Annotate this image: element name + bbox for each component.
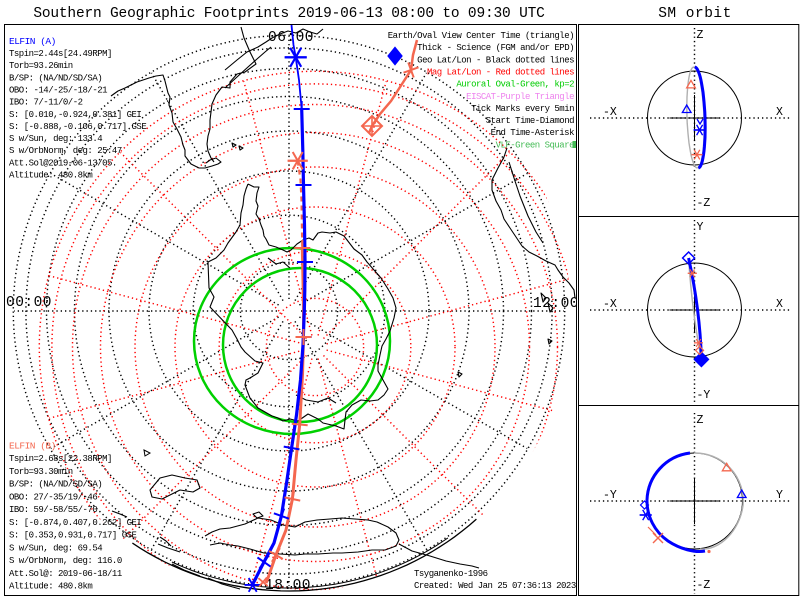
svg-text:B/SP: (NA/ND/SD/SA): B/SP: (NA/ND/SD/SA)	[9, 480, 102, 490]
svg-text:Southern Geographic Footprints: Southern Geographic Footprints 2019-06-1…	[33, 6, 545, 22]
svg-text:-Z: -Z	[697, 197, 711, 210]
svg-text:Tsyganenko-1996: Tsyganenko-1996	[414, 569, 488, 579]
svg-text:Y: Y	[697, 221, 704, 234]
svg-text:Att.Sol@2019-06-13/05.: Att.Sol@2019-06-13/05.	[9, 158, 117, 168]
svg-text:S: [-0.888,-0.106,0.717] GSE: S: [-0.888,-0.106,0.717] GSE	[9, 122, 146, 132]
svg-text:18:00: 18:00	[265, 578, 311, 594]
svg-text:VLF-Green Square: VLF-Green Square	[496, 140, 575, 150]
svg-text:Start Time-Diamond: Start Time-Diamond	[486, 116, 574, 126]
svg-text:Torb=93.30min: Torb=93.30min	[9, 467, 73, 477]
svg-text:OBO: 27/-35/19/-46: OBO: 27/-35/19/-46	[9, 492, 97, 502]
svg-text:SM orbit: SM orbit	[658, 6, 732, 22]
svg-text:Tspin=2.68s[22.38RPM]: Tspin=2.68s[22.38RPM]	[9, 454, 112, 464]
svg-text:EISCAT-Purple Triangle: EISCAT-Purple Triangle	[466, 92, 574, 102]
svg-text:Earth/Oval View Center Time (t: Earth/Oval View Center Time (triangle)	[388, 31, 574, 41]
svg-text:S: [0.353,0.931,0.717] GSE: S: [0.353,0.931,0.717] GSE	[9, 531, 137, 541]
svg-text:Created: Wed Jan 25 07:36:13 2: Created: Wed Jan 25 07:36:13 2023	[414, 581, 576, 591]
svg-text:Tspin=2.44s[24.49RPM]: Tspin=2.44s[24.49RPM]	[9, 49, 112, 59]
svg-text:-X: -X	[603, 298, 617, 311]
svg-text:X: X	[776, 298, 783, 311]
svg-text:Altitude: 480.8km: Altitude: 480.8km	[9, 582, 92, 592]
svg-text:Mag Lat/Lon - Red dotted lines: Mag Lat/Lon - Red dotted lines	[427, 67, 574, 77]
svg-text:IBO: 7/-11/0/-2: IBO: 7/-11/0/-2	[9, 98, 83, 108]
svg-text:-Z: -Z	[697, 579, 711, 592]
svg-text:-Y: -Y	[697, 389, 711, 402]
svg-text:S: [-0.874,0.407,0.262] GEI: S: [-0.874,0.407,0.262] GEI	[9, 518, 141, 528]
svg-text:ELFIN (A): ELFIN (A)	[9, 36, 56, 47]
svg-text:X: X	[776, 106, 783, 119]
svg-text:-Y: -Y	[603, 489, 617, 502]
svg-text:Auroral Oval-Green, kp=2: Auroral Oval-Green, kp=2	[456, 80, 574, 90]
svg-text:Z: Z	[697, 414, 704, 427]
svg-text:S: [0.010,-0.924,0.381] GEI: S: [0.010,-0.924,0.381] GEI	[9, 110, 141, 120]
svg-text:S w/OrbNorm, deg: 116.0: S w/OrbNorm, deg: 116.0	[9, 556, 122, 566]
svg-text:Att.Sol@: 2019-06-18/11: Att.Sol@: 2019-06-18/11	[9, 569, 122, 579]
svg-text:Z: Z	[697, 29, 704, 42]
svg-text:06:00: 06:00	[268, 30, 314, 46]
svg-text:Torb=93.26min: Torb=93.26min	[9, 61, 73, 71]
svg-text:ELFIN (B): ELFIN (B)	[9, 441, 56, 452]
svg-text:00:00: 00:00	[6, 295, 52, 311]
svg-text:B/SP: (NA/ND/SD/SA): B/SP: (NA/ND/SD/SA)	[9, 73, 102, 83]
svg-text:-X: -X	[603, 106, 617, 119]
svg-text:Thick - Science (FGM and/or EP: Thick - Science (FGM and/or EPD)	[417, 43, 574, 53]
svg-text:End Time-Asterisk: End Time-Asterisk	[491, 128, 574, 138]
svg-text:IBO: 59/-58/55/-70: IBO: 59/-58/55/-70	[9, 505, 97, 515]
svg-text:Altitude: 480.8km: Altitude: 480.8km	[9, 171, 92, 181]
svg-text:S w/OrbNorm, deg: 25:47: S w/OrbNorm, deg: 25:47	[9, 146, 122, 156]
svg-text:12:00: 12:00	[533, 296, 579, 312]
svg-text:S w/Sun, deg: 133.4: S w/Sun, deg: 133.4	[9, 134, 102, 144]
svg-text:Tick Marks every 5min: Tick Marks every 5min	[471, 104, 574, 114]
svg-text:Geo Lat/Lon - Black dotted lin: Geo Lat/Lon - Black dotted lines	[417, 55, 574, 65]
svg-text:OBO: -14/-25/-18/-21: OBO: -14/-25/-18/-21	[9, 85, 107, 95]
svg-text:Y: Y	[776, 489, 783, 502]
svg-text:S w/Sun, deg: 69.54: S w/Sun, deg: 69.54	[9, 543, 102, 553]
